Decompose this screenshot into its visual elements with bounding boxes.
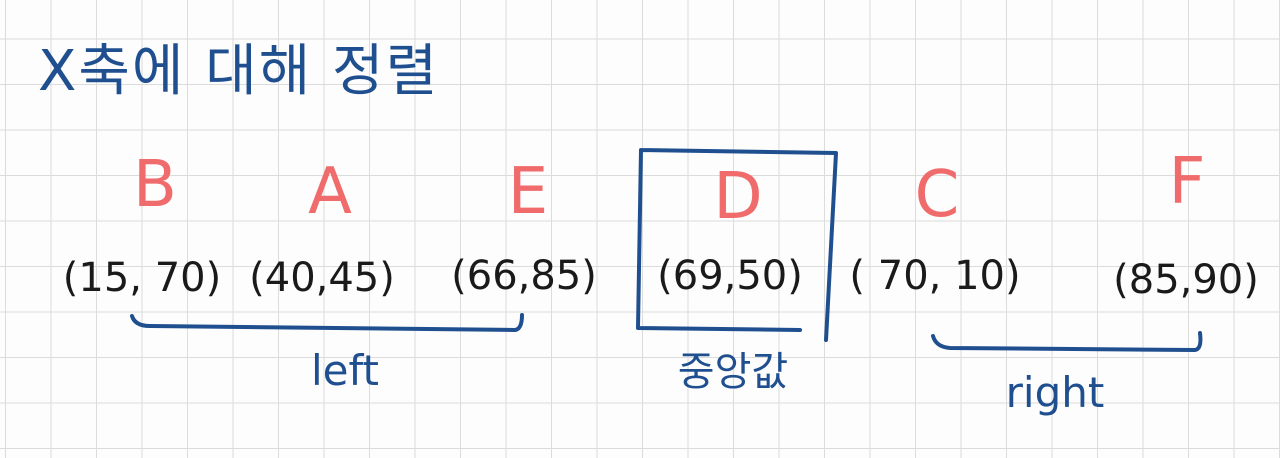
point-coord-A: (40,45) (249, 255, 395, 301)
right-bracket (931, 331, 1203, 352)
point-letter-F: F (1168, 145, 1206, 219)
left-group-label: left (310, 346, 380, 395)
point-letter-E: E (507, 155, 549, 229)
point-coord-B: (15, 70) (62, 255, 222, 301)
point-coord-C: ( 70, 10) (849, 253, 1021, 299)
point-coord-F: (85,90) (1113, 257, 1259, 303)
median-box (636, 148, 838, 342)
left-bracket (130, 313, 524, 332)
point-coord-E: (66,85) (451, 253, 597, 299)
point-letter-C: C (914, 158, 960, 232)
point-letter-A: A (308, 155, 352, 229)
right-group-label: right (1005, 368, 1105, 417)
point-coord-D: (69,50) (657, 253, 803, 299)
median-label: 중앙값 (677, 349, 789, 395)
diagram-title: X축에 대해 정렬 (38, 39, 440, 104)
point-letter-D: D (713, 160, 763, 234)
point-letter-B: B (133, 148, 177, 222)
